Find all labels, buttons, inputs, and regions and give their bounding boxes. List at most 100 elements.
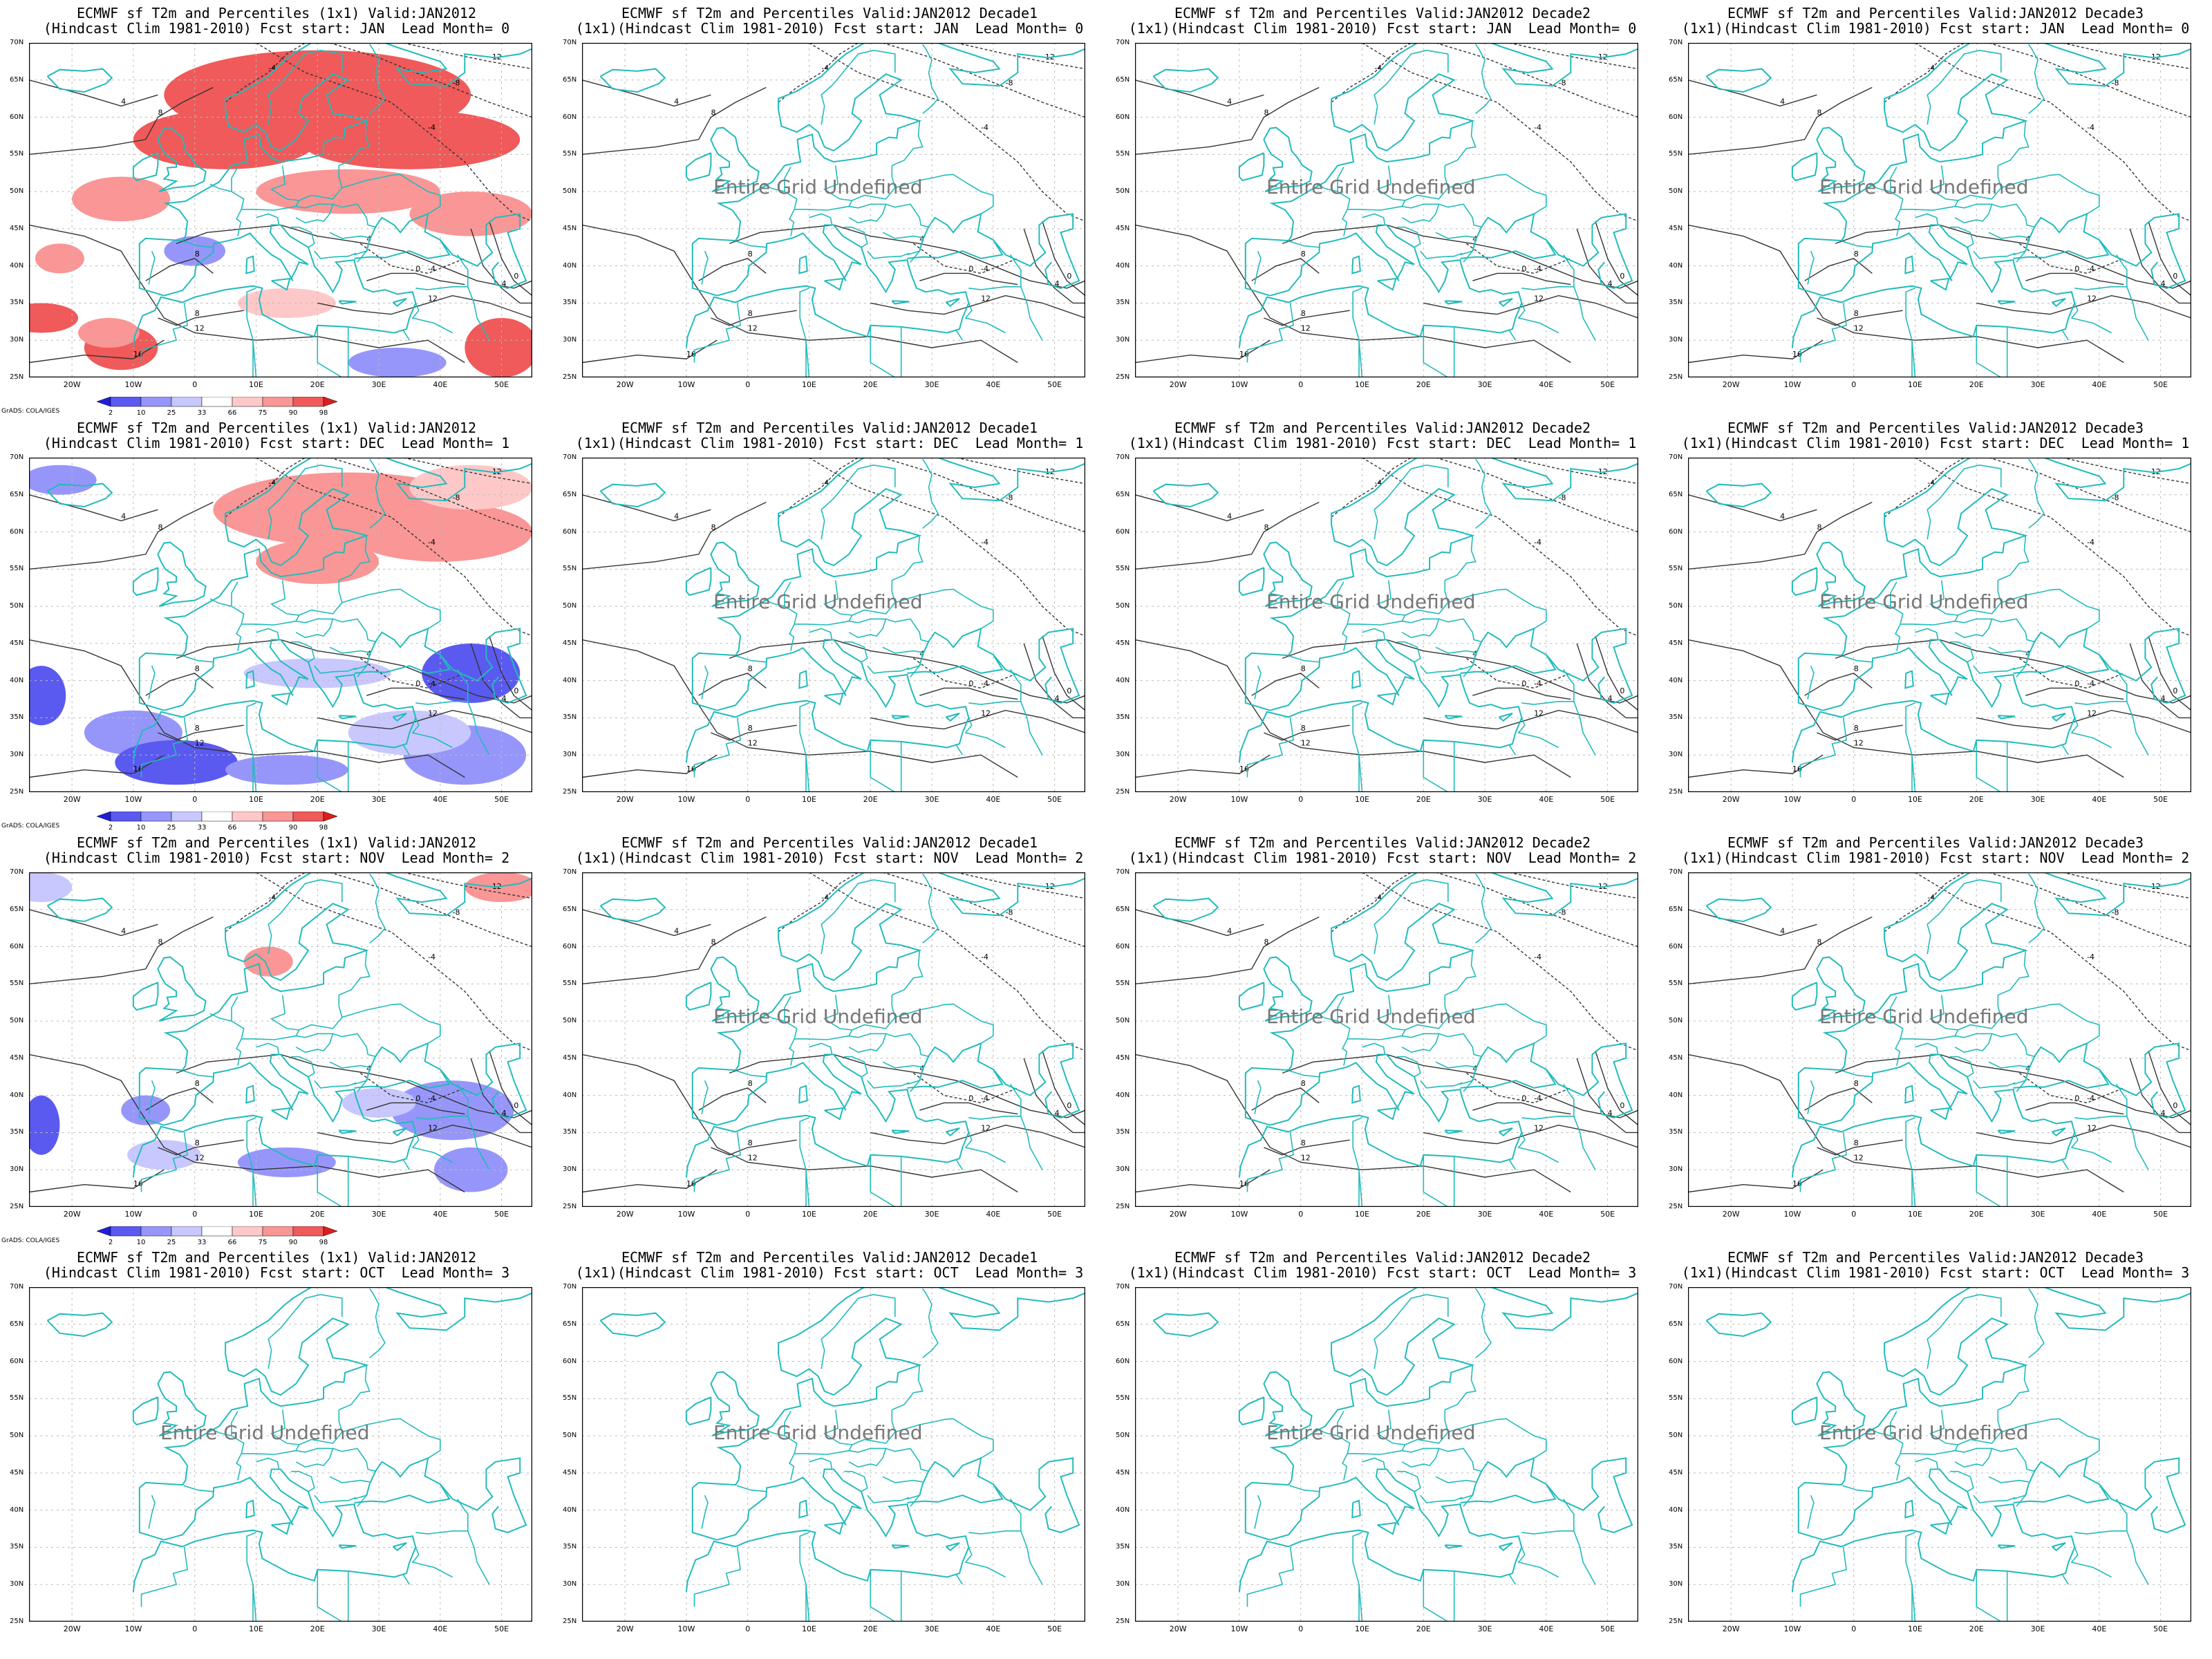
contour-label: -4 [1534,123,1541,132]
contour-label: -4 [1927,893,1935,902]
country-border [922,1288,939,1358]
country-border [1950,1470,1974,1492]
lon-label: 20W [1169,795,1187,804]
lat-label: 45N [563,224,577,232]
coastline [1546,628,1633,704]
lon-label: 10E [249,380,263,389]
contour-label: -4 [1927,64,1935,73]
temperature-contour [158,724,244,741]
contour-label: 4 [121,97,126,106]
country-border [402,744,411,756]
temperature-contour [489,221,532,297]
coastline [338,300,357,305]
contour-label: 8 [195,1079,200,1088]
country-border [805,755,810,792]
country-border [256,628,280,639]
temperature-contour [698,258,767,281]
contour-label: 8 [748,724,753,733]
country-border [693,1132,741,1192]
colorbar-arrow-left [96,812,111,822]
lat-label: 35N [563,1128,577,1136]
lon-label: 40E [433,795,448,804]
country-border [1842,655,1873,663]
country-border [1905,288,1915,377]
country-border [1988,1061,2029,1069]
coastline [1244,1287,1638,1541]
country-border [1890,581,1897,607]
panel-subtitle: (1x1)(Hindcast Clim 1981-2010) Fcst star… [1681,20,2190,37]
temperature-contour [489,635,532,711]
temperature-contour [698,1087,767,1111]
panel-subtitle: (1x1)(Hindcast Clim 1981-2010) Fcst star… [1128,20,1637,37]
temperature-contour [1472,272,1571,285]
lat-label: 30N [1116,751,1130,759]
map-background [582,872,1085,1207]
country-border [1254,1494,1262,1529]
lat-label: 25N [1116,373,1130,381]
country-border [1911,755,1916,792]
country-border [411,1132,453,1163]
temperature-contour [1835,224,2191,289]
contour-label: 8 [1301,664,1306,673]
country-border [252,340,257,377]
contour-label: 4 [2161,1109,2166,1118]
country-border [870,325,896,377]
country-border [2070,303,2112,334]
country-border [1905,702,1915,792]
panel-subtitle: (1x1)(Hindcast Clim 1981-2010) Fcst star… [575,435,1084,451]
map-background [582,43,1085,377]
contour-label: 8 [1301,250,1306,259]
country-border [955,1574,964,1585]
country-border [415,1499,469,1535]
contour-label: 16 [686,350,696,359]
lat-label: 65N [563,905,577,913]
contour-label: 16 [1239,1179,1249,1188]
lat-label: 35N [1669,1128,1683,1136]
country-border [1573,1530,1596,1585]
country-border [1868,1013,1904,1066]
country-border [1020,1530,1043,1585]
lat-label: 30N [563,751,577,759]
coastline [1791,567,1818,597]
contour-label: -4 [2087,538,2094,547]
country-border [2126,286,2149,341]
country-border [1401,618,1440,639]
lon-label: 10W [677,1210,695,1219]
country-border [1950,1056,1974,1078]
country-border [1807,665,1815,700]
temperature-contour-negative [1915,458,2191,637]
coastline [1705,897,1772,923]
lon-label: 10E [1355,1624,1369,1633]
country-border [1020,1116,1043,1170]
country-border [1397,1056,1421,1078]
lon-label: 30E [371,380,386,389]
country-border [1420,1494,1463,1503]
lat-label: 50N [563,1432,577,1440]
coastline [685,982,712,1011]
country-border [299,995,343,1031]
coastline [1546,213,1633,289]
panel-subtitle: (Hindcast Clim 1981-2010) Fcst start: OC… [43,1264,510,1281]
lat-label: 45N [1669,1053,1683,1062]
lat-label: 60N [1669,113,1683,121]
lat-label: 35N [1116,713,1130,722]
lon-label: 50E [2153,380,2168,389]
country-border [736,655,767,663]
contour-label: 4 [1472,234,1477,243]
temperature-contour-negative [956,872,1085,899]
country-border [369,873,386,944]
country-border [1358,755,1363,792]
contour-label: -12 [2148,467,2161,476]
country-border [354,250,368,263]
lon-label: 40E [1539,1210,1554,1219]
lat-label: 25N [1669,1203,1683,1210]
coastline [1904,1499,1914,1519]
coastline [945,298,960,307]
coastline [1705,68,1772,93]
contour-label: -8 [1559,908,1566,917]
lat-label: 30N [10,751,24,759]
temperature-contour [1835,639,2191,704]
lat-label: 25N [10,1618,24,1625]
